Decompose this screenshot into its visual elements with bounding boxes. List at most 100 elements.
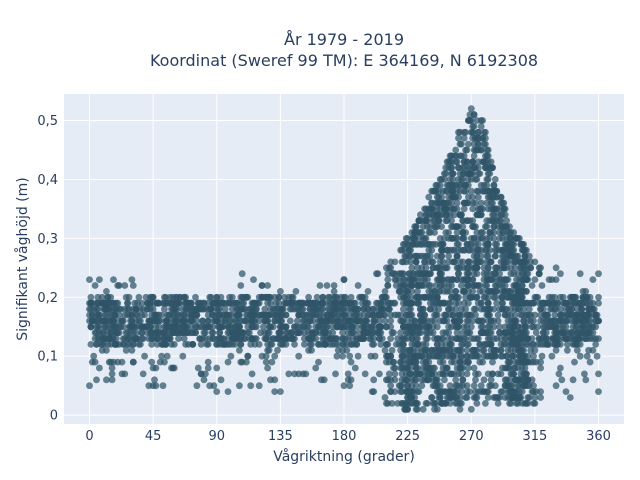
- data-point: [98, 346, 106, 354]
- data-point: [400, 341, 407, 348]
- data-point: [456, 405, 464, 413]
- data-point: [496, 270, 503, 278]
- data-point: [477, 123, 485, 130]
- data-point: [238, 270, 246, 278]
- data-point: [387, 317, 395, 325]
- data-point: [455, 134, 462, 142]
- data-point: [449, 311, 457, 319]
- data-point: [224, 358, 232, 366]
- data-point: [501, 341, 509, 348]
- data-point: [308, 346, 315, 354]
- data-point: [576, 270, 584, 278]
- data-point: [473, 335, 481, 342]
- data-point: [595, 293, 602, 301]
- data-point: [482, 400, 489, 407]
- data-point: [479, 229, 486, 236]
- data-point: [134, 311, 141, 319]
- data-point: [295, 370, 303, 378]
- data-point: [483, 164, 491, 172]
- data-point: [448, 205, 455, 213]
- data-point: [470, 164, 478, 172]
- data-point: [438, 240, 445, 248]
- data-point: [462, 293, 469, 301]
- data-point: [456, 358, 464, 366]
- data-point: [425, 193, 433, 201]
- x-tick-label: 0: [85, 429, 93, 444]
- data-point: [275, 293, 283, 301]
- data-point: [499, 364, 506, 372]
- data-point: [459, 223, 467, 231]
- data-point: [479, 205, 486, 213]
- data-point: [407, 252, 414, 260]
- data-point: [388, 400, 396, 407]
- data-point: [93, 376, 100, 384]
- data-point: [510, 270, 518, 278]
- data-point: [438, 246, 445, 254]
- data-point: [463, 276, 471, 283]
- data-point: [104, 293, 112, 301]
- data-point: [496, 305, 503, 313]
- data-point: [137, 317, 144, 325]
- data-point: [422, 341, 430, 348]
- data-point: [367, 323, 375, 331]
- data-point: [271, 317, 279, 325]
- data-point: [408, 264, 416, 272]
- data-point: [508, 394, 516, 401]
- data-point: [377, 329, 385, 337]
- y-tick-label: 0: [50, 409, 58, 424]
- data-point: [275, 299, 283, 307]
- data-point: [493, 394, 501, 401]
- data-point: [439, 370, 447, 378]
- data-point: [155, 323, 163, 331]
- data-point: [566, 394, 574, 401]
- data-point: [125, 341, 133, 348]
- data-point: [568, 311, 576, 319]
- data-point: [445, 276, 452, 283]
- data-point: [262, 358, 270, 366]
- data-point: [453, 252, 461, 260]
- data-point: [497, 211, 505, 219]
- data-point: [470, 123, 478, 130]
- data-point: [551, 293, 559, 301]
- data-point: [404, 235, 411, 242]
- data-point: [351, 364, 359, 372]
- data-point: [582, 335, 590, 342]
- data-point: [466, 246, 474, 254]
- data-point: [524, 270, 532, 278]
- data-point: [390, 270, 397, 278]
- data-point: [404, 364, 411, 372]
- data-point: [422, 400, 430, 407]
- data-point: [405, 370, 413, 378]
- data-point: [347, 358, 355, 366]
- data-point: [516, 394, 523, 401]
- data-point: [333, 352, 341, 360]
- data-point: [511, 258, 519, 266]
- data-point: [344, 370, 352, 378]
- data-point: [346, 317, 354, 325]
- data-point: [204, 341, 212, 348]
- data-point: [483, 352, 491, 360]
- data-point: [383, 400, 390, 407]
- data-point: [576, 341, 584, 348]
- data-point: [438, 176, 445, 183]
- data-point: [407, 282, 414, 289]
- data-point: [421, 276, 428, 283]
- data-point: [484, 176, 492, 183]
- data-point: [432, 376, 440, 384]
- data-point: [206, 293, 214, 301]
- data-point: [320, 376, 328, 384]
- data-point: [313, 293, 321, 301]
- data-point: [487, 329, 495, 337]
- data-point: [216, 311, 224, 319]
- data-point: [521, 323, 529, 331]
- data-point: [159, 382, 167, 390]
- data-point: [303, 299, 311, 307]
- data-point: [504, 382, 512, 390]
- data-point: [332, 370, 339, 378]
- data-point: [513, 282, 520, 289]
- data-point: [142, 293, 150, 301]
- data-point: [293, 329, 301, 337]
- data-point: [397, 388, 404, 395]
- data-point: [459, 376, 467, 384]
- data-point: [472, 394, 479, 401]
